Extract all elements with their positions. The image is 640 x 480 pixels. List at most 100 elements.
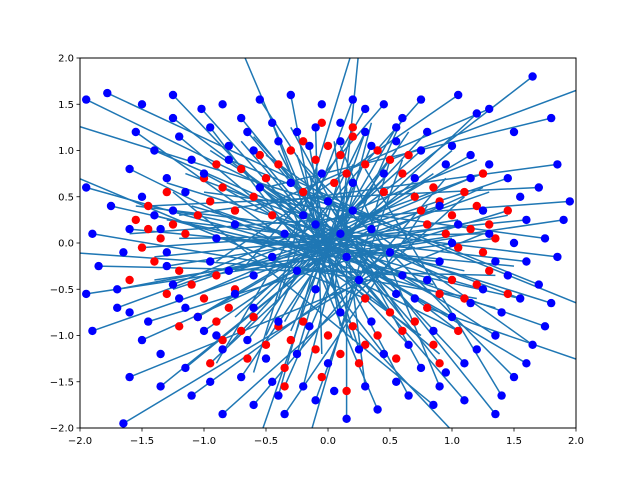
blue-point bbox=[125, 224, 134, 234]
blue-point bbox=[330, 386, 339, 396]
blue-point bbox=[447, 312, 457, 322]
red-point bbox=[485, 220, 494, 229]
y-tick-label: 1.0 bbox=[58, 146, 74, 157]
red-point bbox=[206, 197, 215, 206]
blue-point bbox=[175, 294, 184, 303]
connector-line bbox=[252, 58, 351, 373]
connector-line bbox=[172, 209, 465, 272]
connector-line bbox=[147, 209, 509, 323]
red-point bbox=[342, 386, 351, 396]
blue-point bbox=[429, 326, 438, 336]
red-point bbox=[410, 317, 419, 326]
y-tick-label: 2.0 bbox=[58, 54, 74, 65]
blue-point bbox=[361, 382, 370, 391]
connector-line bbox=[135, 131, 422, 337]
blue-point bbox=[392, 123, 401, 132]
connector-line bbox=[314, 182, 354, 290]
blue-point bbox=[348, 95, 357, 104]
blue-point bbox=[199, 169, 209, 178]
blue-point bbox=[367, 317, 376, 326]
blue-point bbox=[491, 409, 500, 419]
red-point bbox=[429, 340, 438, 349]
connector-line bbox=[234, 205, 440, 272]
blue-point bbox=[103, 88, 112, 98]
blue-point bbox=[268, 118, 277, 128]
blue-point bbox=[199, 326, 209, 336]
red-point bbox=[286, 335, 295, 345]
red-point bbox=[404, 150, 413, 160]
blue-point bbox=[168, 280, 178, 289]
blue-point bbox=[478, 206, 488, 215]
blue-point bbox=[206, 377, 215, 386]
red-point bbox=[460, 294, 469, 303]
red-point bbox=[131, 215, 140, 225]
red-point bbox=[218, 335, 227, 345]
blue-point bbox=[249, 271, 258, 280]
red-point bbox=[212, 317, 221, 326]
blue-point bbox=[522, 257, 531, 266]
blue-point bbox=[435, 382, 444, 391]
red-point bbox=[503, 206, 512, 215]
blue-point bbox=[181, 187, 190, 197]
red-point bbox=[193, 211, 202, 220]
blue-point bbox=[168, 90, 178, 100]
red-point bbox=[491, 234, 500, 243]
red-point bbox=[379, 187, 388, 197]
red-point bbox=[342, 169, 351, 178]
blue-point bbox=[187, 155, 196, 164]
blue-point bbox=[509, 127, 519, 137]
blue-point bbox=[348, 206, 357, 215]
blue-point bbox=[137, 192, 147, 201]
red-point bbox=[137, 243, 147, 252]
blue-point bbox=[547, 298, 556, 308]
blue-point bbox=[311, 396, 320, 405]
red-point bbox=[392, 354, 401, 363]
blue-point bbox=[212, 331, 221, 340]
blue-point bbox=[447, 238, 457, 248]
blue-point bbox=[88, 326, 97, 336]
blue-point bbox=[317, 169, 326, 178]
blue-point bbox=[385, 248, 395, 257]
blue-point bbox=[187, 391, 196, 400]
red-point bbox=[274, 160, 283, 169]
blue-point bbox=[404, 391, 413, 400]
blue-point bbox=[268, 252, 277, 262]
blue-point bbox=[255, 183, 264, 192]
red-point bbox=[249, 192, 258, 201]
blue-point bbox=[404, 340, 413, 349]
blue-point bbox=[454, 90, 463, 100]
blue-point bbox=[212, 234, 221, 243]
blue-point bbox=[522, 215, 531, 225]
blue-point bbox=[292, 349, 302, 359]
red-point bbox=[348, 123, 357, 132]
red-point bbox=[268, 211, 277, 220]
blue-point bbox=[553, 160, 562, 169]
blue-point bbox=[509, 372, 519, 382]
blue-point bbox=[230, 289, 240, 299]
connector-line bbox=[215, 94, 459, 263]
y-tick-label: −0.5 bbox=[50, 285, 74, 296]
blue-point bbox=[119, 248, 128, 257]
blue-point bbox=[286, 90, 295, 100]
red-point bbox=[168, 220, 178, 229]
blue-point bbox=[224, 141, 233, 151]
blue-point bbox=[206, 257, 215, 266]
blue-point bbox=[466, 150, 475, 160]
x-tick-label: 1.0 bbox=[444, 436, 460, 447]
blue-point bbox=[342, 252, 351, 262]
blue-point bbox=[274, 137, 283, 146]
blue-point bbox=[540, 234, 550, 243]
blue-point bbox=[361, 127, 370, 137]
connector-line bbox=[117, 214, 508, 291]
blue-point bbox=[361, 104, 370, 114]
red-point bbox=[237, 326, 246, 336]
blue-point bbox=[150, 146, 159, 155]
connector-line bbox=[129, 228, 515, 267]
blue-point bbox=[82, 95, 91, 104]
y-tick-label: −1.5 bbox=[50, 377, 74, 388]
blue-point bbox=[485, 229, 494, 238]
blue-point bbox=[540, 322, 550, 331]
red-point bbox=[286, 146, 295, 155]
connector-line bbox=[277, 127, 354, 396]
red-point bbox=[299, 187, 308, 197]
